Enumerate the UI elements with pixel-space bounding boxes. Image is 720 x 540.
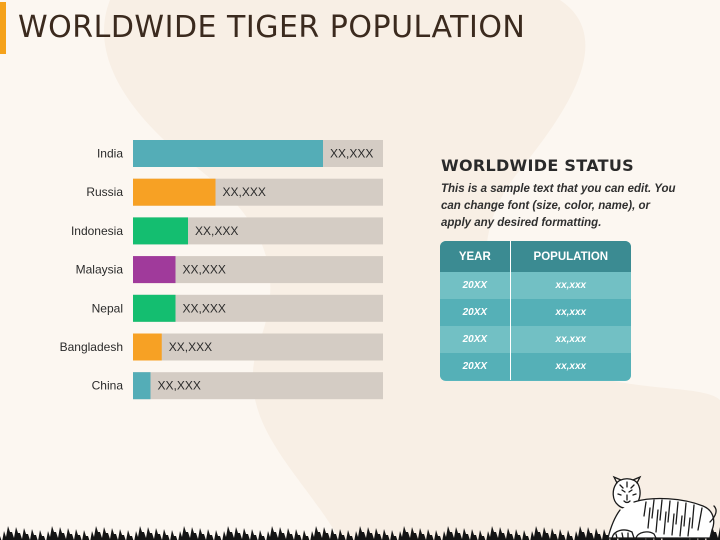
status-description: This is a sample text that you can edit.… bbox=[441, 183, 676, 229]
population-cell: xx,xxx bbox=[555, 280, 587, 291]
category-label-india: India bbox=[97, 147, 123, 161]
table-row: 20XX xx,xxx bbox=[440, 353, 631, 380]
year-cell: 20XX bbox=[440, 299, 511, 326]
population-header: POPULATION bbox=[533, 250, 609, 263]
status-title: WORLDWIDE STATUS bbox=[441, 156, 634, 175]
bar-track-china bbox=[133, 372, 383, 400]
year-header: YEAR bbox=[440, 241, 511, 272]
data-label-nepal: XX,XXX bbox=[183, 301, 226, 315]
bar-track-bangladesh bbox=[133, 333, 383, 361]
bar-malaysia bbox=[133, 256, 176, 284]
status-table: YEAR POPULATION 20XX xx,xxx 20XX xx,xxx … bbox=[440, 241, 631, 381]
table-row: 20XX xx,xxx bbox=[440, 299, 631, 326]
data-label-russia: XX,XXX bbox=[223, 185, 266, 199]
year-cell: 20XX bbox=[440, 353, 511, 380]
bar-russia bbox=[133, 178, 216, 206]
population-cell: xx,xxx bbox=[555, 307, 587, 318]
bar-bangladesh bbox=[133, 333, 162, 361]
table-row: 20XX xx,xxx bbox=[440, 326, 631, 353]
category-label-russia: Russia bbox=[86, 185, 123, 199]
bar-nepal bbox=[133, 294, 176, 322]
category-label-china: China bbox=[92, 379, 124, 393]
grass-silhouette bbox=[0, 526, 720, 540]
year-cell: 20XX bbox=[440, 272, 511, 299]
table-row: 20XX xx,xxx bbox=[440, 272, 631, 299]
category-label-malaysia: Malaysia bbox=[76, 263, 124, 277]
population-cell: xx,xxx bbox=[555, 361, 587, 372]
population-cell: xx,xxx bbox=[555, 334, 587, 345]
data-label-china: XX,XXX bbox=[158, 379, 201, 393]
category-label-bangladesh: Bangladesh bbox=[60, 340, 123, 354]
data-label-malaysia: XX,XXX bbox=[183, 263, 226, 277]
bar-india bbox=[133, 140, 323, 167]
data-label-bangladesh: XX,XXX bbox=[169, 340, 212, 354]
title-accent-bar bbox=[0, 2, 6, 54]
tiger-icon bbox=[607, 475, 717, 539]
table-header-row: YEAR POPULATION bbox=[440, 241, 631, 272]
bar-indonesia bbox=[133, 217, 188, 245]
category-label-nepal: Nepal bbox=[92, 301, 123, 315]
bar-china bbox=[133, 372, 151, 400]
data-label-indonesia: XX,XXX bbox=[195, 224, 238, 238]
category-label-indonesia: Indonesia bbox=[71, 224, 123, 238]
year-cell: 20XX bbox=[440, 326, 511, 353]
page-title: WORLDWIDE TIGER POPULATION bbox=[18, 10, 526, 45]
data-label-india: XX,XXX bbox=[330, 147, 373, 161]
